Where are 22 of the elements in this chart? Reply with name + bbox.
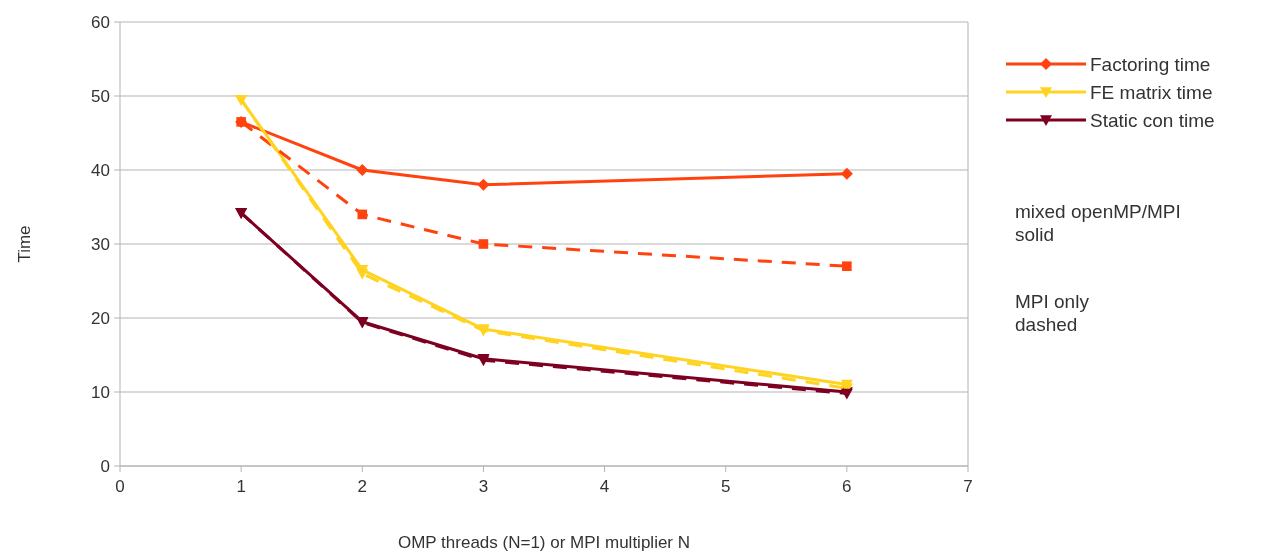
y-tick-label: 40	[91, 160, 110, 180]
x-tick-label: 4	[599, 477, 610, 496]
y-tick-label: 0	[100, 456, 110, 476]
text: MPI only dashed	[1015, 291, 1090, 335]
x-tick-label: 6	[842, 477, 852, 496]
y-axis-title: Time	[15, 225, 34, 263]
y-tick-label: 10	[91, 382, 110, 402]
y-tick-label: 30	[91, 234, 110, 254]
legend-label: Factoring time	[1090, 53, 1211, 75]
y-tick-label: 20	[91, 308, 110, 328]
y-tick-label: 50	[91, 86, 110, 106]
x-tick-label: 1	[236, 477, 246, 496]
legend-label: Static con time	[1090, 109, 1215, 131]
legend-label: FE matrix time	[1090, 81, 1213, 103]
x-axis-title: OMP threads (N=1) or MPI multiplier N	[397, 533, 691, 552]
y-tick-label: 60	[91, 12, 110, 32]
x-tick-label: 3	[478, 477, 489, 496]
x-tick-label: 7	[963, 477, 973, 496]
x-tick-label: 5	[720, 477, 731, 496]
text: mixed openMP/MPI solid	[1015, 201, 1181, 245]
x-tick-label: 0	[115, 477, 125, 496]
x-tick-label: 2	[357, 477, 368, 496]
